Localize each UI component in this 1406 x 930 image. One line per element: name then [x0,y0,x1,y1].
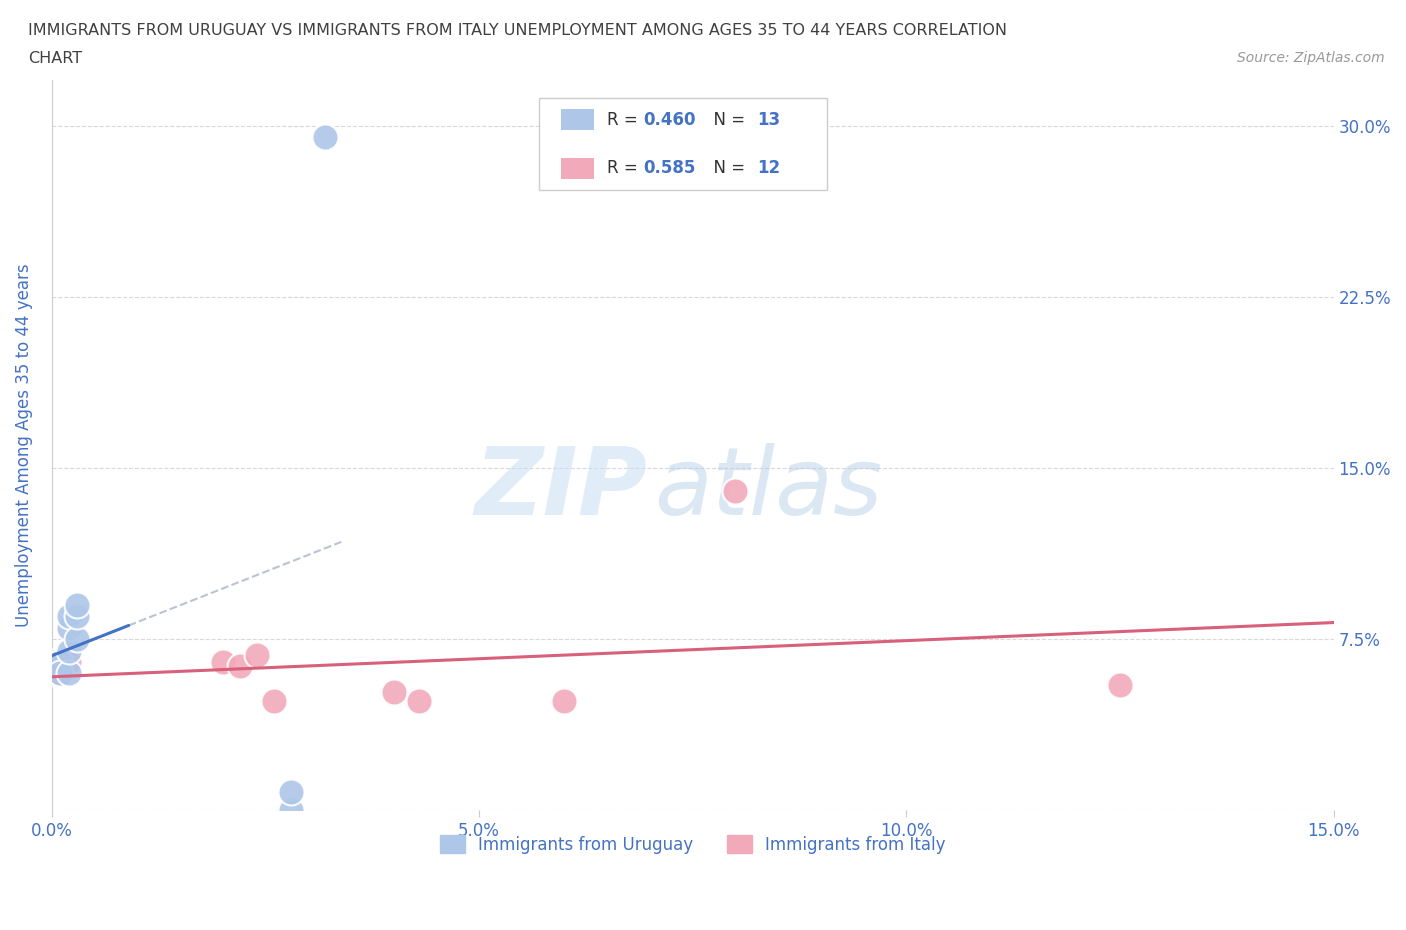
Text: ZIP: ZIP [475,443,648,535]
Point [41,666,63,681]
Point [229,659,252,674]
Point [263,693,285,708]
Point [66,609,89,624]
Text: 12: 12 [758,159,780,178]
Y-axis label: Unemployment Among Ages 35 to 44 years: Unemployment Among Ages 35 to 44 years [15,263,32,627]
Legend: Immigrants from Uruguay, Immigrants from Italy: Immigrants from Uruguay, Immigrants from… [433,829,952,860]
Point [58,655,80,670]
Text: N =: N = [703,111,751,128]
Point [280,785,302,800]
Point [553,693,575,708]
Text: R =: R = [607,159,644,178]
Text: CHART: CHART [28,51,82,66]
Point [49,655,72,670]
Point [58,609,80,624]
Point [314,129,336,144]
Text: 0.585: 0.585 [643,159,696,178]
Text: IMMIGRANTS FROM URUGUAY VS IMMIGRANTS FROM ITALY UNEMPLOYMENT AMONG AGES 35 TO 4: IMMIGRANTS FROM URUGUAY VS IMMIGRANTS FR… [28,23,1007,38]
Text: N =: N = [703,159,751,178]
Bar [561,110,595,130]
Point [58,666,80,681]
Point [382,684,405,699]
Point [280,803,302,817]
Text: atlas: atlas [654,444,883,535]
Point [66,597,89,612]
Point [49,666,72,681]
FancyBboxPatch shape [538,99,827,190]
Point [724,484,747,498]
Bar [561,158,595,179]
Point [66,631,89,646]
Text: Source: ZipAtlas.com: Source: ZipAtlas.com [1237,51,1385,65]
Point [49,666,72,681]
Text: 13: 13 [758,111,780,128]
Point [58,643,80,658]
Point [41,655,63,670]
Point [58,620,80,635]
Point [211,655,233,670]
Text: 0.460: 0.460 [643,111,696,128]
Text: R =: R = [607,111,644,128]
Point [246,647,269,662]
Point [408,693,430,708]
Point [1109,677,1132,692]
